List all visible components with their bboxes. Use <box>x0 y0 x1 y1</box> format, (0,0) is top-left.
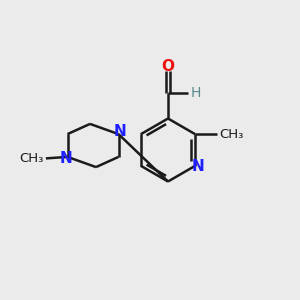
Text: CH₃: CH₃ <box>219 128 244 141</box>
Text: N: N <box>114 124 126 140</box>
Text: H: H <box>191 86 202 100</box>
Text: CH₃: CH₃ <box>20 152 44 165</box>
Text: N: N <box>191 159 204 174</box>
Text: N: N <box>60 151 72 166</box>
Text: O: O <box>161 59 175 74</box>
